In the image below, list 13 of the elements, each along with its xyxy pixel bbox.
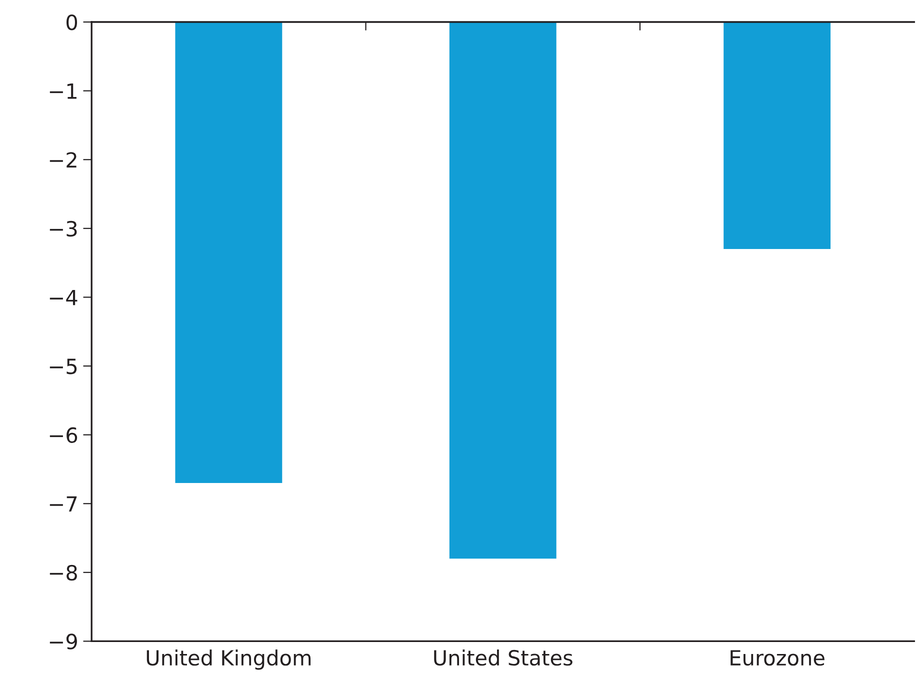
y-tick-label: −7 [50, 496, 77, 512]
y-tick-label: −4 [50, 290, 78, 306]
x-tick-label: United Kingdom [146, 650, 311, 670]
y-tick-label: −8 [50, 564, 77, 581]
y-tick-label: −3 [50, 220, 77, 237]
y-tick-label: −6 [50, 427, 78, 444]
y-tick-label: −2 [50, 152, 76, 168]
y-tick-label: 0 [66, 14, 78, 30]
y-tick-label: −1 [50, 84, 76, 99]
y-tick-label: −9 [50, 634, 77, 650]
y-tick-label: −5 [50, 358, 77, 374]
x-tick-label: Eurozone [730, 650, 824, 666]
x-tick-label: United States [434, 650, 572, 666]
